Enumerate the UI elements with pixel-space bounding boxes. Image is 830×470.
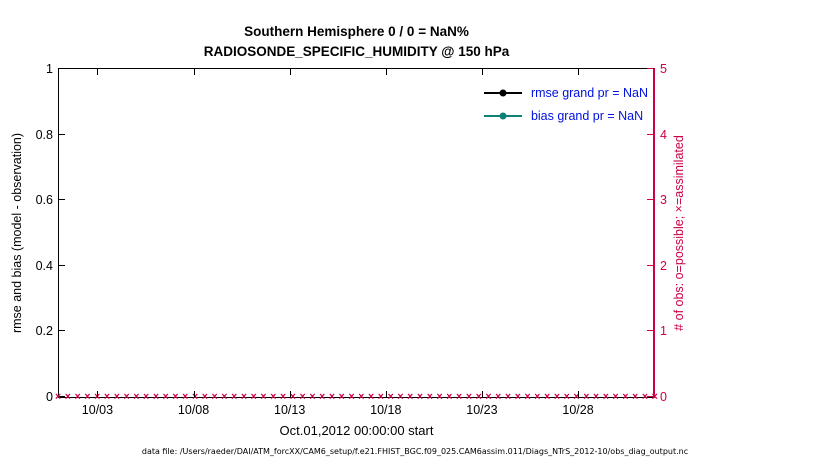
right-ytick-label: 2 — [660, 258, 667, 273]
x-axis-label: Oct.01,2012 00:00:00 start — [279, 423, 434, 438]
obs-assimilated-marker: × — [133, 390, 140, 404]
x-tick-label: 10/23 — [466, 403, 498, 417]
legend-line-sample — [483, 112, 522, 120]
x-tick-mark-top — [289, 69, 291, 75]
left-ytick-label: 1 — [46, 62, 53, 76]
legend-marker-dot — [499, 112, 507, 120]
x-tick-label: 10/18 — [370, 403, 402, 417]
right-tick-mark — [647, 264, 653, 266]
right-tick-mark — [647, 396, 653, 397]
left-ytick-label: 0.2 — [35, 324, 53, 339]
legend-label: rmse grand pr = NaN — [530, 86, 648, 100]
left-tick-mark — [59, 330, 65, 332]
x-tick-mark-top — [578, 69, 580, 75]
x-tick-mark-top — [481, 69, 483, 75]
data-file-caption: data file: /Users/raeder/DAI/ATM_forcXX/… — [141, 447, 689, 456]
x-tick-mark-bottom — [385, 391, 387, 397]
right-tick-mark — [647, 68, 653, 69]
left-tick-mark — [59, 68, 65, 69]
x-tick-label: 10/08 — [177, 403, 210, 417]
obs-assimilated-marker: × — [319, 390, 326, 404]
right-ytick-label: 4 — [660, 127, 667, 142]
right-tick-mark — [647, 199, 653, 201]
obs-assimilated-marker: × — [348, 390, 355, 404]
obs-assimilated-marker: × — [446, 390, 453, 404]
right-ytick-label: 1 — [660, 324, 667, 339]
legend: rmse grand pr = NaN bias grand pr = NaN — [483, 84, 648, 125]
obs-assimilated-marker: × — [328, 390, 336, 404]
x-tick-mark-top — [193, 69, 195, 75]
x-tick-label: 10/03 — [81, 403, 114, 417]
chart-title-line1: Southern Hemisphere 0 / 0 = NaN% — [244, 24, 469, 39]
x-tick-mark-top — [385, 69, 387, 75]
left-tick-mark — [59, 199, 65, 201]
obs-assimilated-marker: × — [426, 390, 433, 404]
obs-assimilated-marker: × — [534, 390, 541, 404]
x-tick-mark-bottom — [193, 391, 195, 397]
chart-title: Southern Hemisphere 0 / 0 = NaN% RADIOSO… — [58, 22, 655, 62]
obs-assimilated-marker: × — [524, 390, 531, 404]
legend-line-sample — [483, 89, 522, 97]
legend-row: bias grand pr = NaN — [483, 107, 648, 125]
legend-row: rmse grand pr = NaN — [483, 84, 648, 102]
obs-assimilated-marker: × — [152, 390, 159, 404]
obs-assimilated-marker: × — [612, 390, 619, 404]
left-ytick-label: 0.8 — [35, 127, 53, 142]
obs-assimilated-marker: × — [622, 390, 629, 404]
x-tick-mark-top — [97, 69, 99, 75]
chart-title-line2: RADIOSONDE_SPECIFIC_HUMIDITY @ 150 hPa — [203, 44, 510, 59]
left-tick-mark — [59, 133, 65, 135]
right-ytick-label: 5 — [660, 62, 667, 76]
obs-assimilated-marker: × — [250, 390, 257, 404]
left-ytick-label: 0 — [46, 390, 53, 404]
right-axis-label: # of obs: o=possible; ×=assimilated — [672, 135, 686, 331]
obs-assimilated-marker: × — [651, 390, 658, 404]
obs-assimilated-marker: × — [632, 390, 639, 404]
right-tick-mark — [647, 133, 653, 135]
obs-assimilated-marker: × — [221, 390, 228, 404]
obs-assimilated-marker: × — [338, 390, 345, 404]
obs-assimilated-marker: × — [55, 391, 61, 405]
obs-assimilated-marker: × — [514, 390, 521, 404]
right-ytick-label: 3 — [660, 193, 667, 208]
obs-assimilated-marker: × — [641, 390, 649, 404]
left-axis-label: rmse and bias (model - observation) — [10, 132, 24, 334]
obs-assimilated-marker: × — [240, 390, 247, 404]
obs-assimilated-marker: × — [436, 390, 443, 404]
left-ytick-label: 0.4 — [35, 258, 53, 273]
x-tick-mark-bottom — [289, 391, 291, 397]
x-tick-mark-bottom — [578, 391, 580, 397]
x-tick-label: 10/13 — [274, 403, 306, 417]
left-tick-mark — [59, 264, 65, 266]
obs-assimilated-marker: × — [143, 390, 150, 404]
x-tick-mark-bottom — [481, 391, 483, 397]
x-tick-label: 10/28 — [562, 403, 594, 417]
left-ytick-label: 0.6 — [35, 193, 53, 208]
obs-assimilated-marker: × — [231, 390, 238, 404]
left-tick-mark — [59, 396, 65, 397]
right-ytick-label: 0 — [660, 390, 667, 404]
obs-assimilated-marker: × — [416, 390, 424, 404]
legend-marker-dot — [499, 89, 507, 97]
right-tick-mark — [647, 330, 653, 332]
x-tick-mark-bottom — [97, 391, 99, 397]
legend-label: bias grand pr = NaN — [530, 109, 644, 123]
